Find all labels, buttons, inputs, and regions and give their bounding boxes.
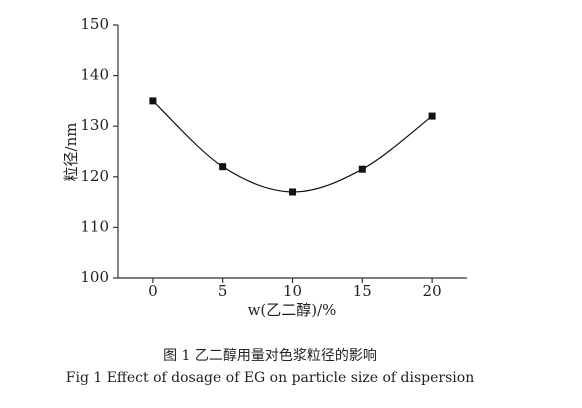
y-tick-label: 130 (80, 116, 109, 134)
point (289, 188, 296, 196)
y-tick-label: 110 (80, 217, 109, 235)
point (358, 165, 366, 173)
point (219, 163, 227, 171)
y-tick-label: 150 (80, 15, 109, 33)
y-tick-label: 120 (80, 167, 109, 185)
x-tick-label: 20 (423, 282, 442, 300)
y-tick-label: 100 (80, 268, 109, 286)
point (428, 112, 436, 120)
x-tick-label: 15 (353, 282, 372, 300)
caption-en: Fig 1 Effect of dosage of EG on particle… (66, 370, 474, 386)
caption-cn: 图 1 乙二醇用量对色浆粒径的影响 (163, 347, 377, 364)
x-axis-label: w(乙二醇)/% (248, 301, 337, 319)
x-tick-label: 5 (218, 282, 228, 300)
x-tick-label: 10 (283, 282, 302, 300)
x-tick-label: 0 (148, 282, 158, 300)
fit-curve (152, 100, 433, 193)
point (149, 97, 157, 105)
y-axis-label: 粒径/nm (62, 123, 80, 182)
y-tick-label: 140 (80, 66, 109, 84)
